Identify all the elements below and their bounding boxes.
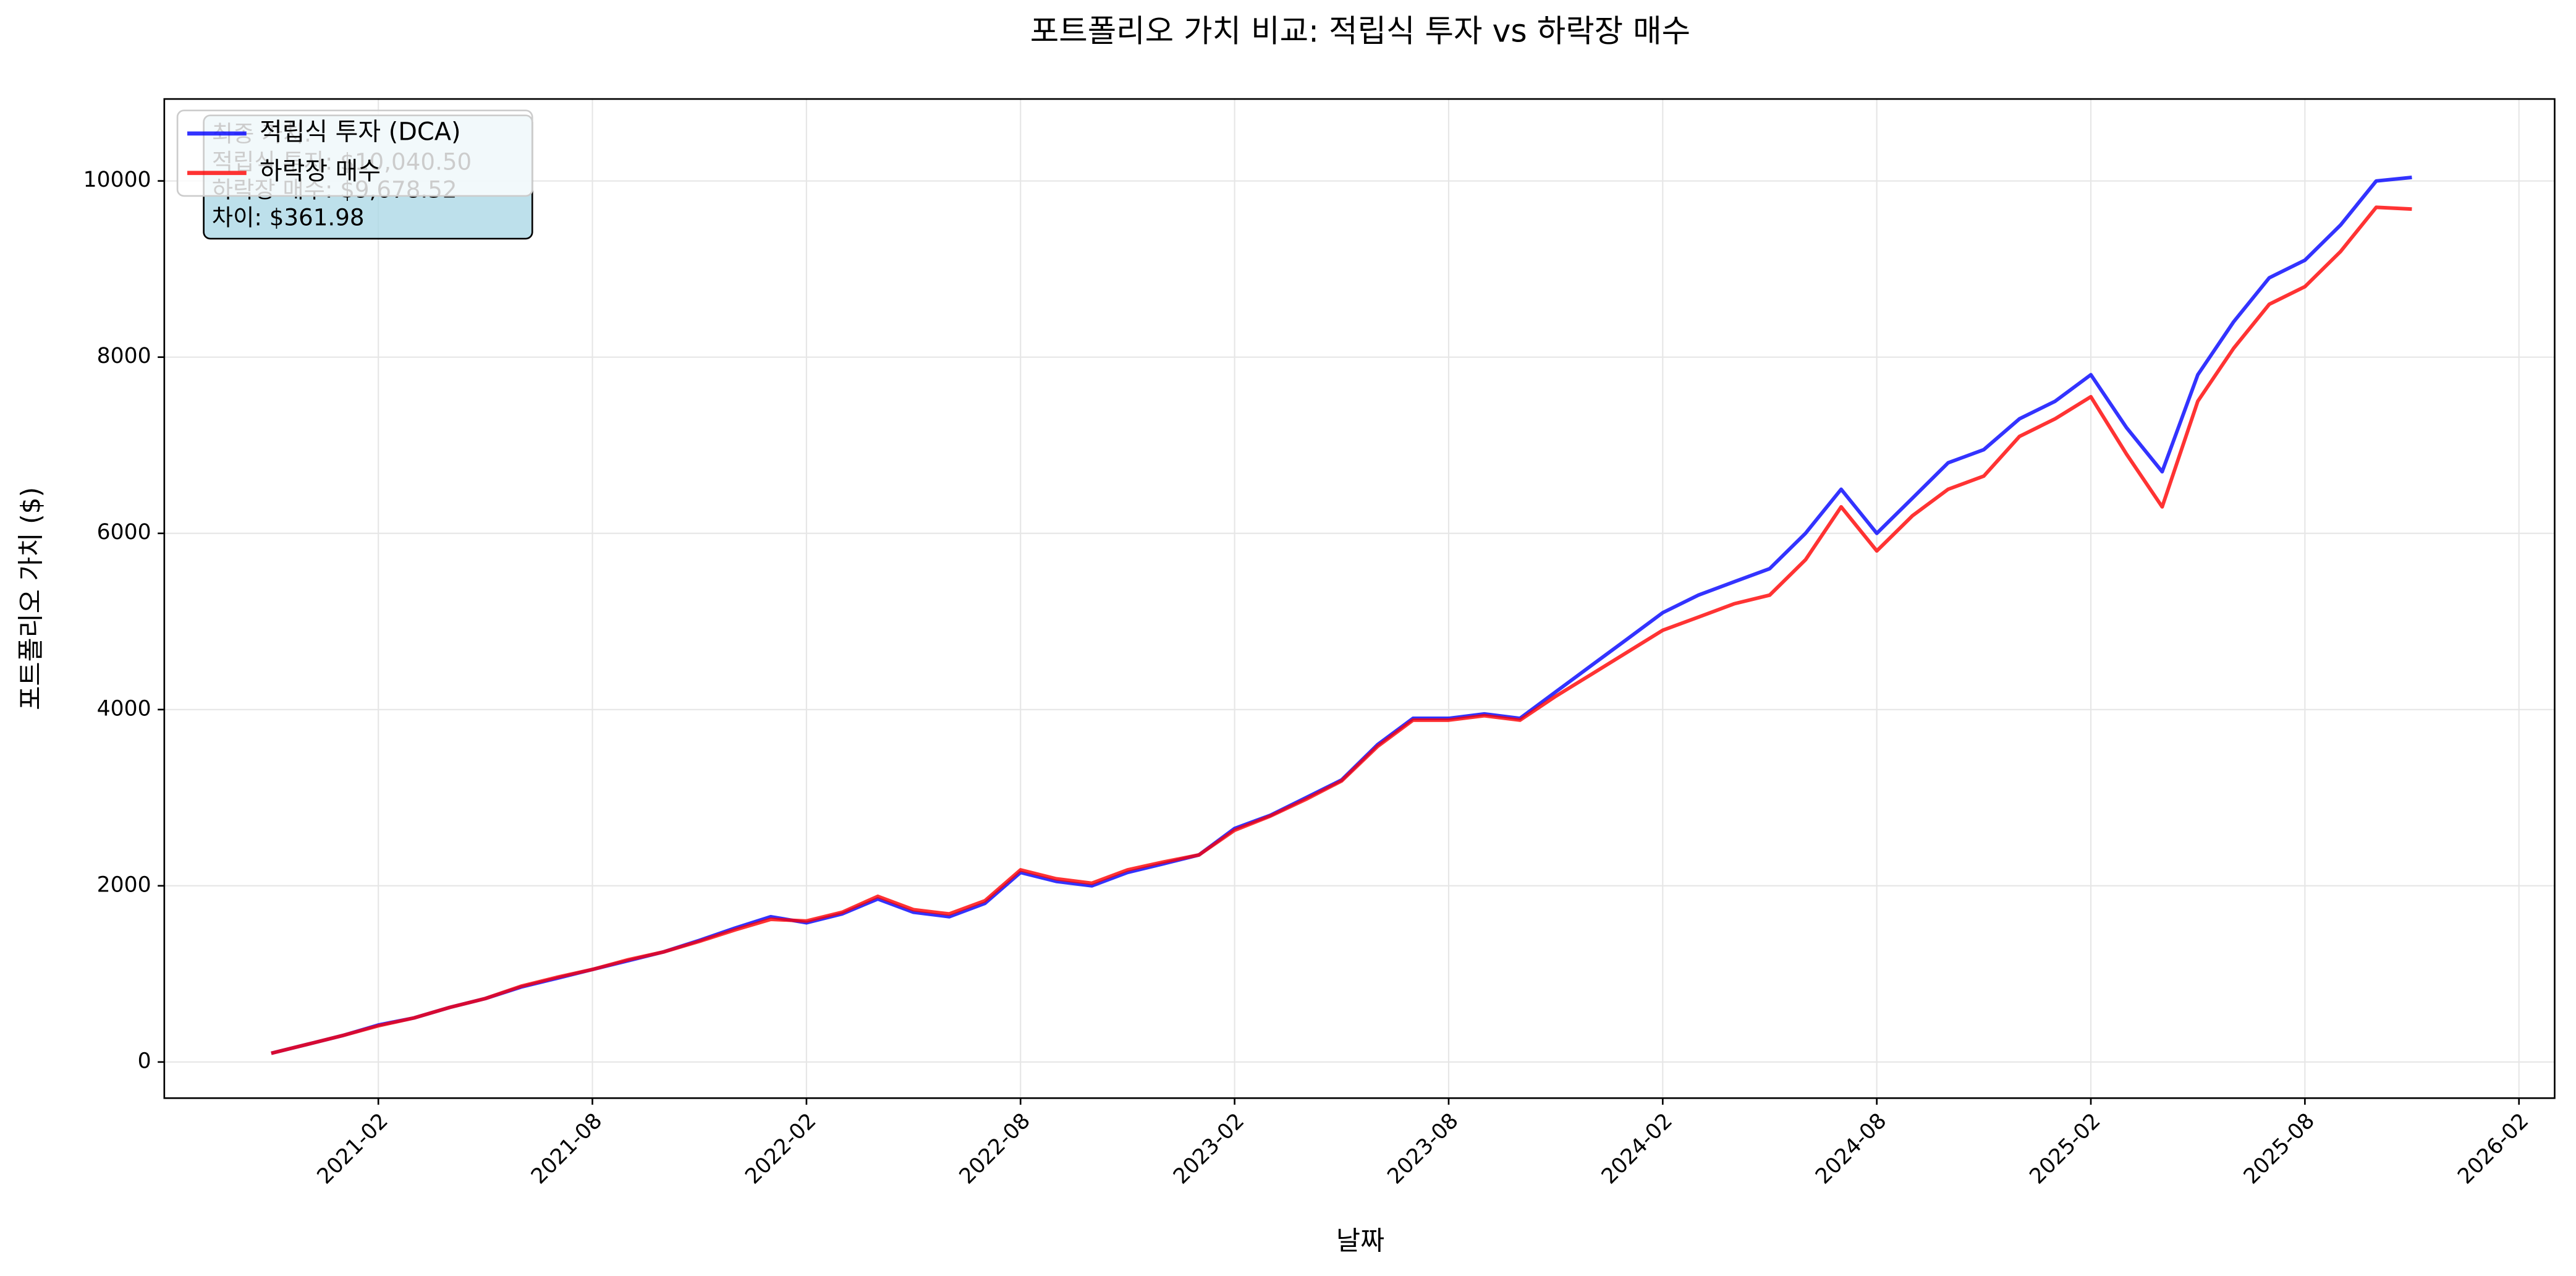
y-tick-label: 10000 [83,168,151,192]
x-tick-label: 2022-08 [955,1108,1035,1189]
data-line [271,205,2412,1055]
x-tick-label: 2022-02 [740,1108,821,1189]
x-tick-label: 2021-02 [313,1108,393,1189]
x-tick-label: 2024-02 [1597,1108,1677,1189]
legend-label: 적립식 투자 (DCA) [260,117,461,146]
y-tick-label: 2000 [97,872,151,897]
chart-title: 포트폴리오 가치 비교: 적립식 투자 vs 하락장 매수 [1030,12,1690,49]
plot-frame [163,98,2556,1099]
y-tick-label: 4000 [97,696,151,721]
x-tick-label: 2024-08 [1811,1108,1891,1189]
x-tick-label: 2026-02 [2453,1108,2533,1189]
legend-label: 하락장 매수 [260,157,381,185]
x-tick-label: 2025-02 [2025,1108,2105,1189]
y-tick-label: 0 [138,1048,151,1073]
x-tick-label: 2023-08 [1383,1108,1463,1189]
x-tick-label: 2021-08 [527,1108,607,1189]
y-axis-label: 포트폴리오 가치 ($) [17,487,47,710]
y-tick-label: 8000 [97,344,151,368]
x-axis-label: 날짜 [1336,1227,1384,1257]
x-tick-label: 2025-08 [2239,1108,2320,1189]
annotation-text: 차이: $361.98 [212,204,365,231]
x-tick-label: 2023-02 [1169,1108,1249,1189]
legend-box [176,109,533,197]
y-tick-label: 6000 [97,520,151,545]
